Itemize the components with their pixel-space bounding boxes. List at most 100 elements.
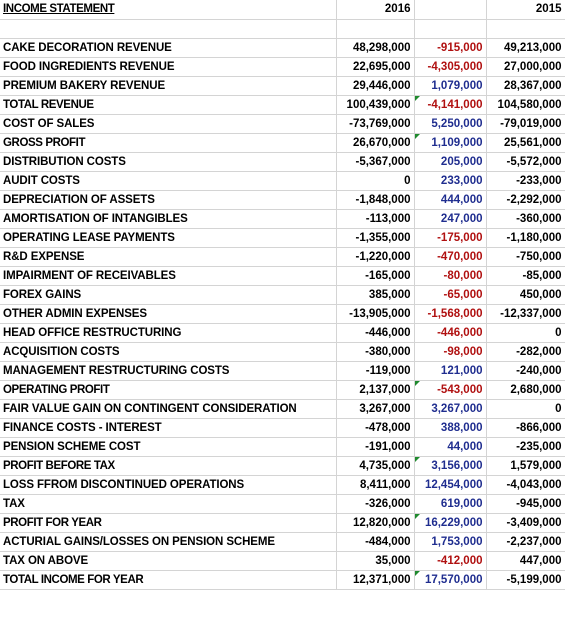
line-item-label[interactable]: PENSION SCHEME COST bbox=[0, 437, 337, 457]
line-item-label[interactable]: HEAD OFFICE RESTRUCTURING bbox=[0, 323, 337, 343]
value-2015-cell[interactable]: -360,000 bbox=[486, 209, 565, 229]
value-2016-cell[interactable]: 3,267,000 bbox=[336, 399, 415, 419]
line-item-label[interactable]: OPERATING LEASE PAYMENTS bbox=[0, 228, 337, 248]
value-2016-cell[interactable]: 100,439,000 bbox=[336, 95, 415, 115]
change-cell[interactable]: 233,000 bbox=[414, 171, 487, 191]
change-cell[interactable]: 1,109,000 bbox=[414, 133, 487, 153]
line-item-label[interactable]: LOSS FFROM DISCONTINUED OPERATIONS bbox=[0, 475, 337, 495]
value-2016-cell[interactable]: 0 bbox=[336, 171, 415, 191]
value-2016-cell[interactable]: -380,000 bbox=[336, 342, 415, 362]
line-item-label[interactable]: TAX ON ABOVE bbox=[0, 551, 337, 571]
value-2016-cell[interactable]: -326,000 bbox=[336, 494, 415, 514]
value-2015-cell[interactable]: -85,000 bbox=[486, 266, 565, 286]
line-item-label[interactable]: COST OF SALES bbox=[0, 114, 337, 134]
blank-cell[interactable] bbox=[414, 19, 487, 39]
value-2015-cell[interactable]: -2,237,000 bbox=[486, 532, 565, 552]
value-2015-cell[interactable]: 27,000,000 bbox=[486, 57, 565, 77]
line-item-label[interactable]: R&D EXPENSE bbox=[0, 247, 337, 267]
line-item-label[interactable]: ACQUISITION COSTS bbox=[0, 342, 337, 362]
change-cell[interactable]: 205,000 bbox=[414, 152, 487, 172]
value-2015-cell[interactable]: -79,019,000 bbox=[486, 114, 565, 134]
change-cell[interactable]: -80,000 bbox=[414, 266, 487, 286]
change-cell[interactable]: -543,000 bbox=[414, 380, 487, 400]
value-2016-cell[interactable]: 48,298,000 bbox=[336, 38, 415, 58]
value-2016-cell[interactable]: 2,137,000 bbox=[336, 380, 415, 400]
change-cell[interactable]: 388,000 bbox=[414, 418, 487, 438]
value-2015-cell[interactable]: -866,000 bbox=[486, 418, 565, 438]
value-2015-cell[interactable]: -3,409,000 bbox=[486, 513, 565, 533]
value-2016-cell[interactable]: -1,848,000 bbox=[336, 190, 415, 210]
value-2016-cell[interactable]: 29,446,000 bbox=[336, 76, 415, 96]
change-cell[interactable]: -98,000 bbox=[414, 342, 487, 362]
value-2015-cell[interactable]: -282,000 bbox=[486, 342, 565, 362]
value-2015-cell[interactable]: -4,043,000 bbox=[486, 475, 565, 495]
value-2015-cell[interactable]: -5,572,000 bbox=[486, 152, 565, 172]
line-item-label[interactable]: MANAGEMENT RESTRUCTURING COSTS bbox=[0, 361, 337, 381]
change-cell[interactable]: 121,000 bbox=[414, 361, 487, 381]
value-2015-cell[interactable]: -5,199,000 bbox=[486, 570, 565, 590]
value-2015-cell[interactable]: -235,000 bbox=[486, 437, 565, 457]
change-cell[interactable]: -4,141,000 bbox=[414, 95, 487, 115]
line-item-label[interactable]: AUDIT COSTS bbox=[0, 171, 337, 191]
value-2016-cell[interactable]: 35,000 bbox=[336, 551, 415, 571]
value-2016-cell[interactable]: 4,735,000 bbox=[336, 456, 415, 476]
value-2015-cell[interactable]: 25,561,000 bbox=[486, 133, 565, 153]
year-2016-header[interactable]: 2016 bbox=[336, 0, 415, 20]
change-cell[interactable]: -65,000 bbox=[414, 285, 487, 305]
blank-cell[interactable] bbox=[336, 19, 415, 39]
line-item-label[interactable]: FINANCE COSTS - INTEREST bbox=[0, 418, 337, 438]
value-2015-cell[interactable]: 450,000 bbox=[486, 285, 565, 305]
value-2015-cell[interactable]: 0 bbox=[486, 399, 565, 419]
value-2016-cell[interactable]: -446,000 bbox=[336, 323, 415, 343]
line-item-label[interactable]: ACTURIAL GAINS/LOSSES ON PENSION SCHEME bbox=[0, 532, 337, 552]
line-item-label[interactable]: DEPRECIATION OF ASSETS bbox=[0, 190, 337, 210]
line-item-label[interactable]: TAX bbox=[0, 494, 337, 514]
change-cell[interactable]: 16,229,000 bbox=[414, 513, 487, 533]
change-cell[interactable]: 444,000 bbox=[414, 190, 487, 210]
value-2015-cell[interactable]: 447,000 bbox=[486, 551, 565, 571]
value-2015-cell[interactable]: -12,337,000 bbox=[486, 304, 565, 324]
line-item-label[interactable]: FOOD INGREDIENTS REVENUE bbox=[0, 57, 337, 77]
line-item-label[interactable]: AMORTISATION OF INTANGIBLES bbox=[0, 209, 337, 229]
change-cell[interactable]: 1,079,000 bbox=[414, 76, 487, 96]
value-2016-cell[interactable]: 22,695,000 bbox=[336, 57, 415, 77]
change-cell[interactable]: -175,000 bbox=[414, 228, 487, 248]
value-2016-cell[interactable]: -478,000 bbox=[336, 418, 415, 438]
line-item-label[interactable]: GROSS PROFIT bbox=[0, 133, 337, 153]
line-item-label[interactable]: PROFIT BEFORE TAX bbox=[0, 456, 337, 476]
value-2016-cell[interactable]: 12,371,000 bbox=[336, 570, 415, 590]
value-2015-cell[interactable]: -945,000 bbox=[486, 494, 565, 514]
value-2015-cell[interactable]: 28,367,000 bbox=[486, 76, 565, 96]
value-2016-cell[interactable]: -5,367,000 bbox=[336, 152, 415, 172]
value-2016-cell[interactable]: 26,670,000 bbox=[336, 133, 415, 153]
change-cell[interactable]: -4,305,000 bbox=[414, 57, 487, 77]
value-2016-cell[interactable]: 385,000 bbox=[336, 285, 415, 305]
change-cell[interactable]: -412,000 bbox=[414, 551, 487, 571]
value-2016-cell[interactable]: -119,000 bbox=[336, 361, 415, 381]
change-cell[interactable]: 12,454,000 bbox=[414, 475, 487, 495]
statement-title[interactable]: INCOME STATEMENT bbox=[0, 0, 337, 20]
change-cell[interactable]: 3,156,000 bbox=[414, 456, 487, 476]
line-item-label[interactable]: PROFIT FOR YEAR bbox=[0, 513, 337, 533]
line-item-label[interactable]: OPERATING PROFIT bbox=[0, 380, 337, 400]
change-cell[interactable]: -1,568,000 bbox=[414, 304, 487, 324]
value-2016-cell[interactable]: -484,000 bbox=[336, 532, 415, 552]
line-item-label[interactable]: TOTAL REVENUE bbox=[0, 95, 337, 115]
value-2015-cell[interactable]: -1,180,000 bbox=[486, 228, 565, 248]
value-2016-cell[interactable]: 12,820,000 bbox=[336, 513, 415, 533]
change-cell[interactable]: 44,000 bbox=[414, 437, 487, 457]
value-2016-cell[interactable]: -191,000 bbox=[336, 437, 415, 457]
value-2015-cell[interactable]: 2,680,000 bbox=[486, 380, 565, 400]
value-2016-cell[interactable]: -165,000 bbox=[336, 266, 415, 286]
change-cell[interactable]: 17,570,000 bbox=[414, 570, 487, 590]
change-cell[interactable]: 619,000 bbox=[414, 494, 487, 514]
blank-cell[interactable] bbox=[0, 19, 337, 39]
change-cell[interactable]: 247,000 bbox=[414, 209, 487, 229]
line-item-label[interactable]: IMPAIRMENT OF RECEIVABLES bbox=[0, 266, 337, 286]
change-cell[interactable]: -470,000 bbox=[414, 247, 487, 267]
line-item-label[interactable]: DISTRIBUTION COSTS bbox=[0, 152, 337, 172]
line-item-label[interactable]: FOREX GAINS bbox=[0, 285, 337, 305]
year-2015-header[interactable]: 2015 bbox=[486, 0, 565, 20]
change-cell[interactable]: 3,267,000 bbox=[414, 399, 487, 419]
value-2015-cell[interactable]: 0 bbox=[486, 323, 565, 343]
